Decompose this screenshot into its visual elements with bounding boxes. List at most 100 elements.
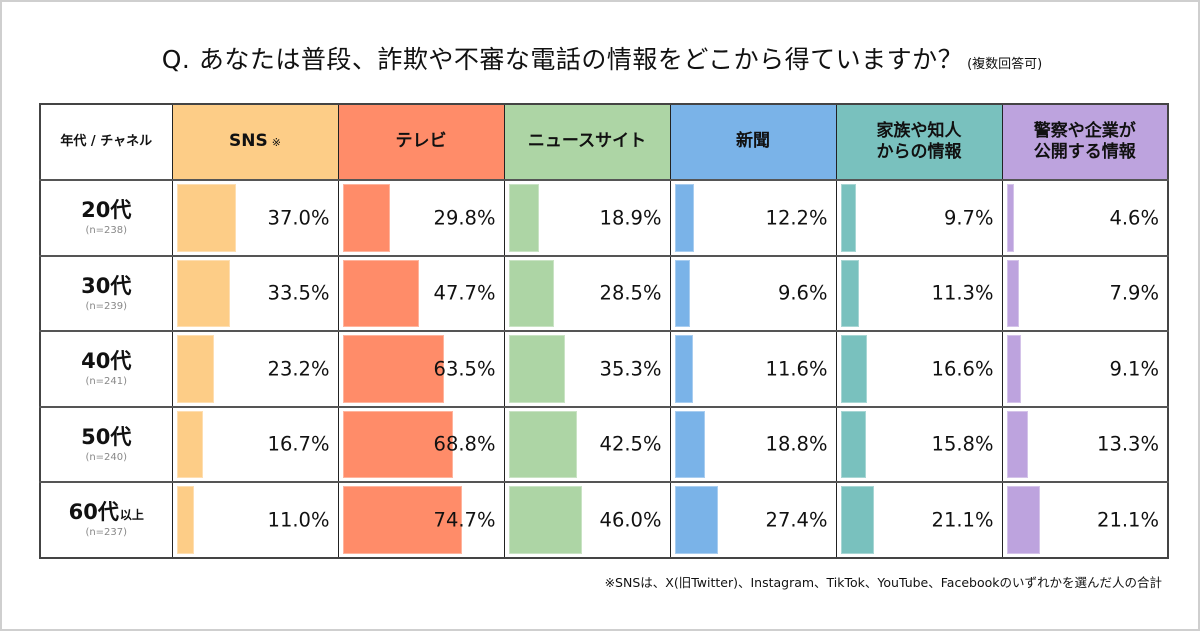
row-header: 50代 (n=240) — [39, 405, 173, 483]
value-cell: 29.8% — [337, 179, 505, 256]
footnote-mark: ※ — [271, 136, 281, 150]
age-group-label: 20代 — [41, 199, 172, 222]
value-label: 11.0% — [267, 508, 330, 532]
row-header: 20代 (n=238) — [39, 179, 173, 256]
value-cell: 15.8% — [835, 405, 1003, 483]
bar — [342, 259, 419, 327]
bar — [1006, 259, 1020, 327]
age-group-text: 30代 — [81, 273, 132, 298]
bar — [840, 184, 857, 252]
age-group-label: 30代 — [41, 273, 172, 298]
value-cell: 37.0% — [171, 179, 339, 256]
bar — [342, 184, 391, 252]
value-label: 42.5% — [599, 432, 662, 456]
value-label: 37.0% — [267, 206, 330, 230]
value-label: 16.7% — [267, 432, 330, 456]
age-group-label: 60代以上 — [41, 501, 172, 524]
results-table: 年代 / チャネル SNS ※ テレビ ニュースサイト 新聞 家族や知人 からの情報 警察や企… — [39, 103, 1169, 559]
value-label: 7.9% — [1109, 281, 1159, 305]
value-cell: 33.5% — [171, 254, 339, 332]
column-header-label: テレビ — [395, 131, 447, 152]
age-group-text: 60代 — [68, 500, 119, 525]
bar — [840, 410, 866, 478]
value-cell: 68.8% — [337, 405, 505, 483]
value-label: 68.8% — [433, 432, 496, 456]
bar — [508, 259, 555, 327]
bar — [1006, 335, 1022, 403]
bar — [508, 335, 565, 403]
value-label: 63.5% — [433, 357, 496, 381]
sample-size: (n=241) — [85, 376, 128, 388]
value-label: 27.4% — [765, 508, 828, 532]
value-label: 16.6% — [931, 357, 994, 381]
value-cell: 9.6% — [669, 254, 837, 332]
bar — [1006, 184, 1014, 252]
sample-size: (n=239) — [85, 300, 128, 312]
value-cell: 12.2% — [669, 179, 837, 256]
value-cell: 7.9% — [1001, 254, 1169, 332]
column-header-label: SNS — [229, 131, 268, 152]
column-header-4: 家族や知人 からの情報 — [835, 103, 1003, 181]
column-header-0: SNS ※ — [171, 103, 339, 181]
value-cell: 11.0% — [171, 481, 339, 558]
value-cell: 16.6% — [835, 330, 1003, 407]
value-cell: 47.7% — [337, 254, 505, 332]
sample-size: (n=237) — [85, 527, 128, 539]
value-label: 4.6% — [1109, 206, 1159, 230]
value-cell: 74.7% — [337, 481, 505, 558]
value-label: 11.3% — [931, 281, 994, 305]
value-cell: 63.5% — [337, 330, 505, 407]
value-cell: 4.6% — [1001, 179, 1169, 256]
column-header-5: 警察や企業が 公開する情報 — [1001, 103, 1169, 181]
table-body: 20代 (n=238) 37.0% 29.8% 18.9% 12.2% 9.7% 4.6% 30… — [39, 179, 1169, 558]
value-cell: 28.5% — [503, 254, 671, 332]
bar — [674, 486, 719, 554]
value-cell: 13.3% — [1001, 405, 1169, 483]
table-row: 30代 (n=239) 33.5% 47.7% 28.5% 9.6% 11.3% 7.9% — [39, 254, 1169, 332]
column-header-line1: 家族や知人 — [876, 120, 962, 141]
bar — [176, 184, 236, 252]
bar — [840, 259, 859, 327]
age-group-text: 50代 — [81, 424, 132, 449]
value-cell: 11.6% — [669, 330, 837, 407]
value-label: 35.3% — [599, 357, 662, 381]
column-header-line1: 警察や企業が — [1033, 120, 1136, 141]
footnote: ※SNSは、X(旧Twitter)、Instagram、TikTok、YouTu… — [604, 575, 1162, 590]
value-label: 18.8% — [765, 432, 828, 456]
sample-size: (n=238) — [85, 225, 128, 237]
corner-header: 年代 / チャネル — [39, 103, 173, 181]
value-label: 46.0% — [599, 508, 662, 532]
value-label: 29.8% — [433, 206, 496, 230]
bar — [674, 410, 705, 478]
value-label: 33.5% — [267, 281, 330, 305]
table-row: 50代 (n=240) 16.7% 68.8% 42.5% 18.8% 15.8% 13.3% — [39, 405, 1169, 483]
value-cell: 42.5% — [503, 405, 671, 483]
value-label: 11.6% — [765, 357, 828, 381]
bar — [508, 410, 577, 478]
age-group-text: 40代 — [81, 349, 132, 374]
age-suffix: 以上 — [119, 508, 144, 523]
bar — [674, 335, 694, 403]
bar — [176, 259, 231, 327]
value-cell: 46.0% — [503, 481, 671, 558]
age-group-label: 50代 — [41, 424, 172, 449]
column-header-label: 新聞 — [736, 131, 770, 152]
table-row: 60代以上 (n=237) 11.0% 74.7% 46.0% 27.4% 21.1% 21.… — [39, 481, 1169, 558]
chart-title: Q. あなたは普段、詐欺や不審な電話の情報をどこから得ていますか？ (複数回答可) — [2, 40, 1200, 76]
table-row: 40代 (n=241) 23.2% 63.5% 35.3% 11.6% 16.6% 9.1% — [39, 330, 1169, 407]
bar — [342, 486, 463, 554]
value-label: 21.1% — [931, 508, 994, 532]
value-label: 9.1% — [1109, 357, 1159, 381]
age-group-label: 40代 — [41, 350, 172, 373]
value-cell: 9.7% — [835, 179, 1003, 256]
value-label: 13.3% — [1097, 432, 1159, 456]
age-group-text: 20代 — [81, 198, 132, 223]
bar — [674, 184, 695, 252]
value-label: 28.5% — [599, 281, 662, 305]
value-label: 9.7% — [943, 206, 994, 230]
value-cell: 23.2% — [171, 330, 339, 407]
value-label: 21.1% — [1097, 508, 1159, 532]
bar — [508, 184, 539, 252]
value-label: 23.2% — [267, 357, 330, 381]
value-label: 18.9% — [599, 206, 662, 230]
